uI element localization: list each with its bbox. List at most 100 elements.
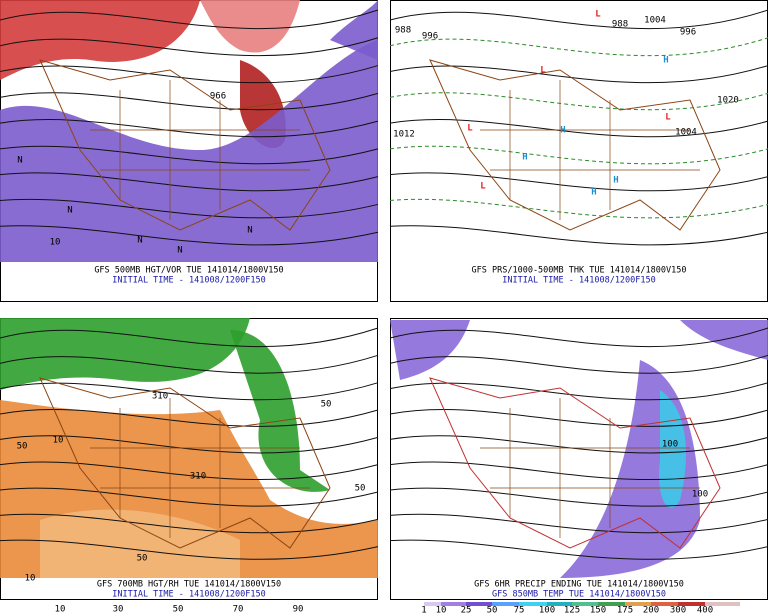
- map-label: L: [665, 113, 671, 123]
- panel-caption: GFS 850MB TEMP TUE 141014/1800V150: [492, 590, 666, 600]
- contour-line: [0, 65, 379, 84]
- colorbar-swatch: [678, 602, 705, 606]
- map-label: 10: [25, 574, 36, 584]
- colorbar-label: 25: [461, 606, 472, 615]
- contour-line: [0, 172, 379, 192]
- map-label: 100: [662, 440, 678, 450]
- map-label: 1012: [393, 130, 415, 140]
- map-label: 10: [53, 436, 64, 446]
- colorbar-swatch: [519, 602, 547, 606]
- contour-line: [389, 435, 768, 454]
- map-label: 50: [137, 554, 148, 564]
- panel-background: [390, 0, 768, 302]
- weather-field: [40, 509, 240, 578]
- map-label: 1004: [644, 16, 666, 26]
- colorbar-label: 125: [564, 606, 580, 615]
- colorbar-label: 1: [421, 606, 426, 615]
- colorbar-label: 300: [670, 606, 686, 615]
- contour-line: [0, 9, 379, 30]
- map-label: N: [177, 246, 182, 256]
- contour-line: [389, 327, 768, 348]
- contour-line: [0, 354, 379, 374]
- contour-line: [389, 487, 768, 507]
- contour-line: [0, 198, 379, 219]
- colorbar-label: 400: [697, 606, 713, 615]
- coastline: [429, 59, 721, 231]
- map-label: L: [467, 124, 473, 134]
- panel-caption: GFS 700MB HGT/RH TUE 141014/1800V150: [97, 580, 281, 590]
- map-label: N: [17, 156, 22, 166]
- colorbar-swatch: [547, 602, 572, 606]
- map-label: 988: [395, 26, 411, 36]
- contour-line: [389, 65, 768, 84]
- contour-line: [389, 37, 768, 57]
- panel-caption: GFS 500MB HGT/VOR TUE 141014/1800V150: [94, 266, 283, 276]
- colorbar: [0, 602, 378, 615]
- colorbar-swatch: [598, 602, 625, 606]
- colorbar-swatch: [572, 602, 598, 606]
- weather-field: [330, 0, 378, 60]
- contour-line: [0, 382, 379, 401]
- colorbar-swatch: [466, 602, 492, 606]
- contour-line: [389, 539, 768, 560]
- contour-line: [0, 487, 379, 507]
- weather-field: [0, 40, 378, 262]
- colorbar-label: 90: [293, 605, 304, 615]
- contour-line: [389, 172, 768, 192]
- contour-line: [389, 408, 768, 427]
- panel-caption: GFS PRS/1000-500MB THK TUE 141014/1800V1…: [472, 266, 687, 276]
- contour-line: [389, 198, 768, 219]
- contour-line: [0, 435, 379, 454]
- contour-line: [389, 382, 768, 401]
- contour-line: [389, 513, 768, 534]
- colorbar-label: 10: [55, 605, 66, 615]
- contour-line: [389, 354, 768, 374]
- colorbar-label: 30: [113, 605, 124, 615]
- panel-caption: GFS 6HR PRECIP ENDING TUE 141014/1800V15…: [474, 580, 684, 590]
- state-borders: [480, 398, 700, 538]
- coastline: [39, 59, 331, 231]
- map-label: 996: [422, 32, 438, 42]
- map-label: 310: [152, 392, 168, 402]
- colorbar-label: 70: [233, 605, 244, 615]
- colorbar-label: 100: [539, 606, 555, 615]
- contour-line: [0, 37, 379, 57]
- map-label: H: [591, 188, 596, 198]
- colorbar-swatch: [424, 602, 441, 606]
- contour-line: [0, 327, 379, 348]
- contour-line: [389, 119, 768, 138]
- contour-line: [389, 92, 768, 111]
- map-label: N: [67, 206, 72, 216]
- colorbar-swatch: [441, 602, 466, 606]
- weather-field: [0, 0, 200, 80]
- map-label: 10: [50, 238, 61, 248]
- colorbar-label: 50: [487, 606, 498, 615]
- colorbar-swatch: [625, 602, 651, 606]
- coastline: [429, 377, 721, 549]
- contour-line: [389, 9, 768, 30]
- coastline: [39, 377, 331, 549]
- contour-line: [0, 145, 379, 165]
- map-label: 100: [692, 490, 708, 500]
- weather-field: [230, 330, 330, 492]
- map-label: 50: [17, 442, 28, 452]
- colorbar-label: 75: [514, 606, 525, 615]
- colorbar-label: 175: [617, 606, 633, 615]
- colorbar-label: 10: [436, 606, 447, 615]
- contour-line: [0, 225, 379, 246]
- state-borders: [90, 398, 310, 538]
- weather-field: [200, 0, 300, 53]
- map-label: 1004: [675, 128, 697, 138]
- colorbar-label: 200: [643, 606, 659, 615]
- state-borders: [90, 80, 310, 220]
- weather-field: [390, 320, 470, 380]
- map-label: 50: [321, 400, 332, 410]
- colorbar-swatch: [705, 602, 740, 606]
- colorbar-label: 150: [590, 606, 606, 615]
- map-label: H: [522, 153, 527, 163]
- map-label: 996: [680, 28, 696, 38]
- panel-background: [390, 318, 768, 600]
- panel-caption: INITIAL TIME - 141008/1200F150: [112, 590, 266, 600]
